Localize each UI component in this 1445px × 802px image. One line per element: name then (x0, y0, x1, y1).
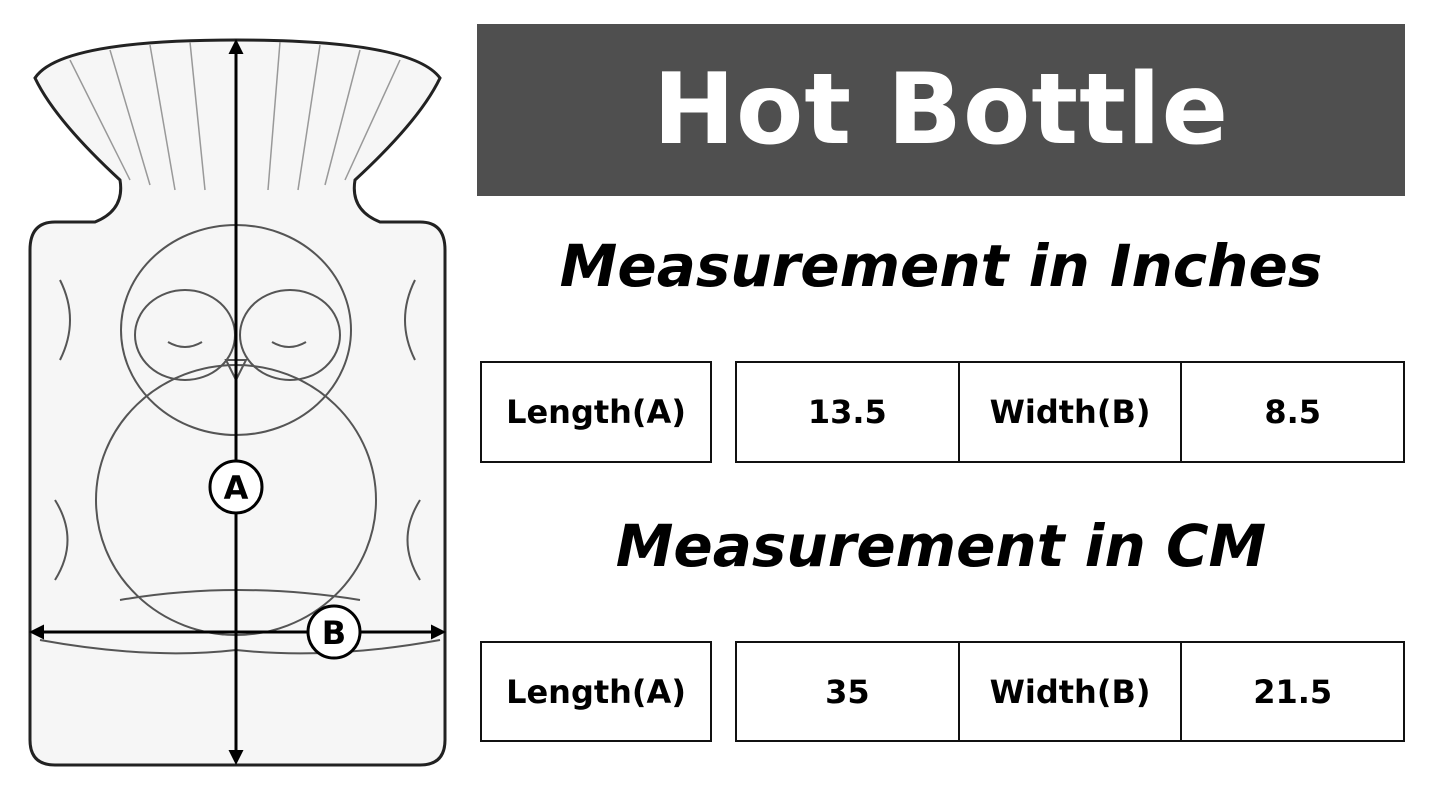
inches-width-value: 8.5 (1180, 363, 1403, 461)
inches-heading: Measurement in Inches (559, 232, 1323, 300)
page-title: Hot Bottle (652, 53, 1230, 167)
label-a-circle (208, 459, 264, 515)
cm-length-label: Length(A) (480, 641, 712, 742)
hot-water-bottle-illustration: A B (28, 38, 447, 767)
label-a: A (224, 469, 249, 507)
cm-values-row: 35 Width(B) 21.5 (735, 641, 1405, 742)
label-b: B (322, 614, 346, 652)
neck-ribs (69, 41, 401, 191)
label-b-circle (306, 604, 362, 660)
cm-width-value: 21.5 (1180, 643, 1403, 740)
inches-length-value: 13.5 (807, 393, 887, 431)
inches-length-label: Length(A) (480, 361, 712, 463)
inches-values-row: 13.5 Width(B) 8.5 (735, 361, 1405, 463)
inches-width-label: Width(B) (957, 363, 1181, 461)
cm-heading: Measurement in CM (615, 512, 1267, 580)
cm-width-label: Width(B) (957, 643, 1181, 740)
title-banner: Hot Bottle (477, 24, 1405, 196)
cm-length-value: 35 (825, 672, 870, 711)
